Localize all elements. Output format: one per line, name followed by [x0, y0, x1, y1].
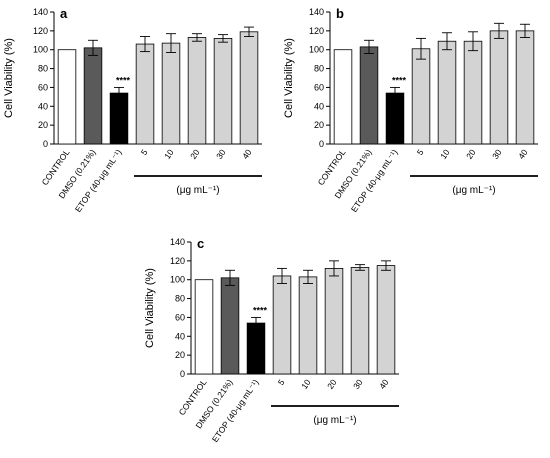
- bar: [359, 46, 379, 145]
- bar: [109, 92, 129, 145]
- y-tick-label: 80: [38, 64, 48, 74]
- bar: [489, 30, 509, 145]
- y-tick-label: 0: [180, 369, 185, 379]
- category-label: 30: [351, 377, 365, 391]
- category-label: 30: [214, 147, 228, 161]
- category-label: ETOP (40-μg mL⁻¹): [73, 147, 124, 214]
- bar: [161, 42, 181, 145]
- y-tick-label: 140: [309, 7, 324, 17]
- bar: [220, 277, 240, 375]
- y-tick-label: 120: [33, 26, 48, 36]
- category-label: ETOP (40-μg mL⁻¹): [210, 377, 261, 444]
- bar: [83, 47, 103, 145]
- bar: [333, 49, 353, 145]
- y-tick-label: 60: [175, 312, 185, 322]
- group-unit-label: (μg mL⁻¹): [452, 185, 495, 196]
- y-axis-title: Cell Viability (%): [3, 38, 15, 118]
- category-label: ETOP (40-μg mL⁻¹): [349, 147, 400, 214]
- bar: [437, 40, 457, 145]
- y-tick-label: 20: [38, 120, 48, 130]
- y-tick-label: 140: [33, 7, 48, 17]
- y-tick-label: 20: [175, 350, 185, 360]
- bar: [187, 37, 207, 145]
- y-tick-label: 40: [175, 331, 185, 341]
- y-tick-label: 140: [170, 237, 185, 247]
- bar: [411, 48, 431, 145]
- panel-letter: a: [60, 6, 68, 21]
- y-axis-title: Cell Viability (%): [144, 268, 156, 348]
- bar: [246, 322, 266, 375]
- y-tick-label: 60: [314, 82, 324, 92]
- y-tick-label: 100: [170, 275, 185, 285]
- significance-marker: ****: [116, 75, 131, 85]
- y-tick-label: 100: [33, 45, 48, 55]
- bar: [213, 38, 233, 145]
- category-label: 10: [438, 147, 452, 161]
- category-label: 5: [415, 147, 426, 157]
- panel-letter: b: [336, 6, 344, 21]
- category-label: 40: [240, 147, 254, 161]
- y-tick-label: 40: [38, 101, 48, 111]
- y-tick-label: 60: [38, 82, 48, 92]
- bar: [385, 92, 405, 145]
- category-label: 40: [377, 377, 391, 391]
- bar: [515, 30, 535, 145]
- significance-marker: ****: [392, 75, 407, 85]
- bar: [350, 267, 370, 375]
- y-tick-label: 0: [319, 139, 324, 149]
- category-label: 40: [516, 147, 530, 161]
- category-label: 20: [464, 147, 478, 161]
- y-tick-label: 20: [314, 120, 324, 130]
- significance-marker: ****: [253, 305, 268, 315]
- bar: [194, 279, 214, 375]
- bar: [239, 31, 259, 145]
- y-tick-label: 80: [314, 64, 324, 74]
- bar: [376, 265, 396, 375]
- category-label: 5: [276, 377, 287, 387]
- category-label: 10: [162, 147, 176, 161]
- bar: [324, 267, 344, 375]
- category-label: 5: [139, 147, 150, 157]
- y-tick-label: 40: [314, 101, 324, 111]
- bar: [298, 276, 318, 375]
- panel-letter: c: [197, 236, 204, 251]
- bar: [272, 275, 292, 375]
- y-tick-label: 120: [170, 256, 185, 266]
- y-axis-title: Cell Viability (%): [283, 38, 295, 118]
- category-label: 10: [299, 377, 313, 391]
- bar: [135, 43, 155, 145]
- y-tick-label: 120: [309, 26, 324, 36]
- y-tick-label: 100: [309, 45, 324, 55]
- bar: [57, 49, 77, 145]
- y-tick-label: 0: [43, 139, 48, 149]
- y-tick-label: 80: [175, 294, 185, 304]
- group-unit-label: (μg mL⁻¹): [313, 415, 356, 426]
- category-label: 20: [188, 147, 202, 161]
- bar: [463, 40, 483, 145]
- category-label: 20: [325, 377, 339, 391]
- category-label: 30: [490, 147, 504, 161]
- group-unit-label: (μg mL⁻¹): [176, 185, 219, 196]
